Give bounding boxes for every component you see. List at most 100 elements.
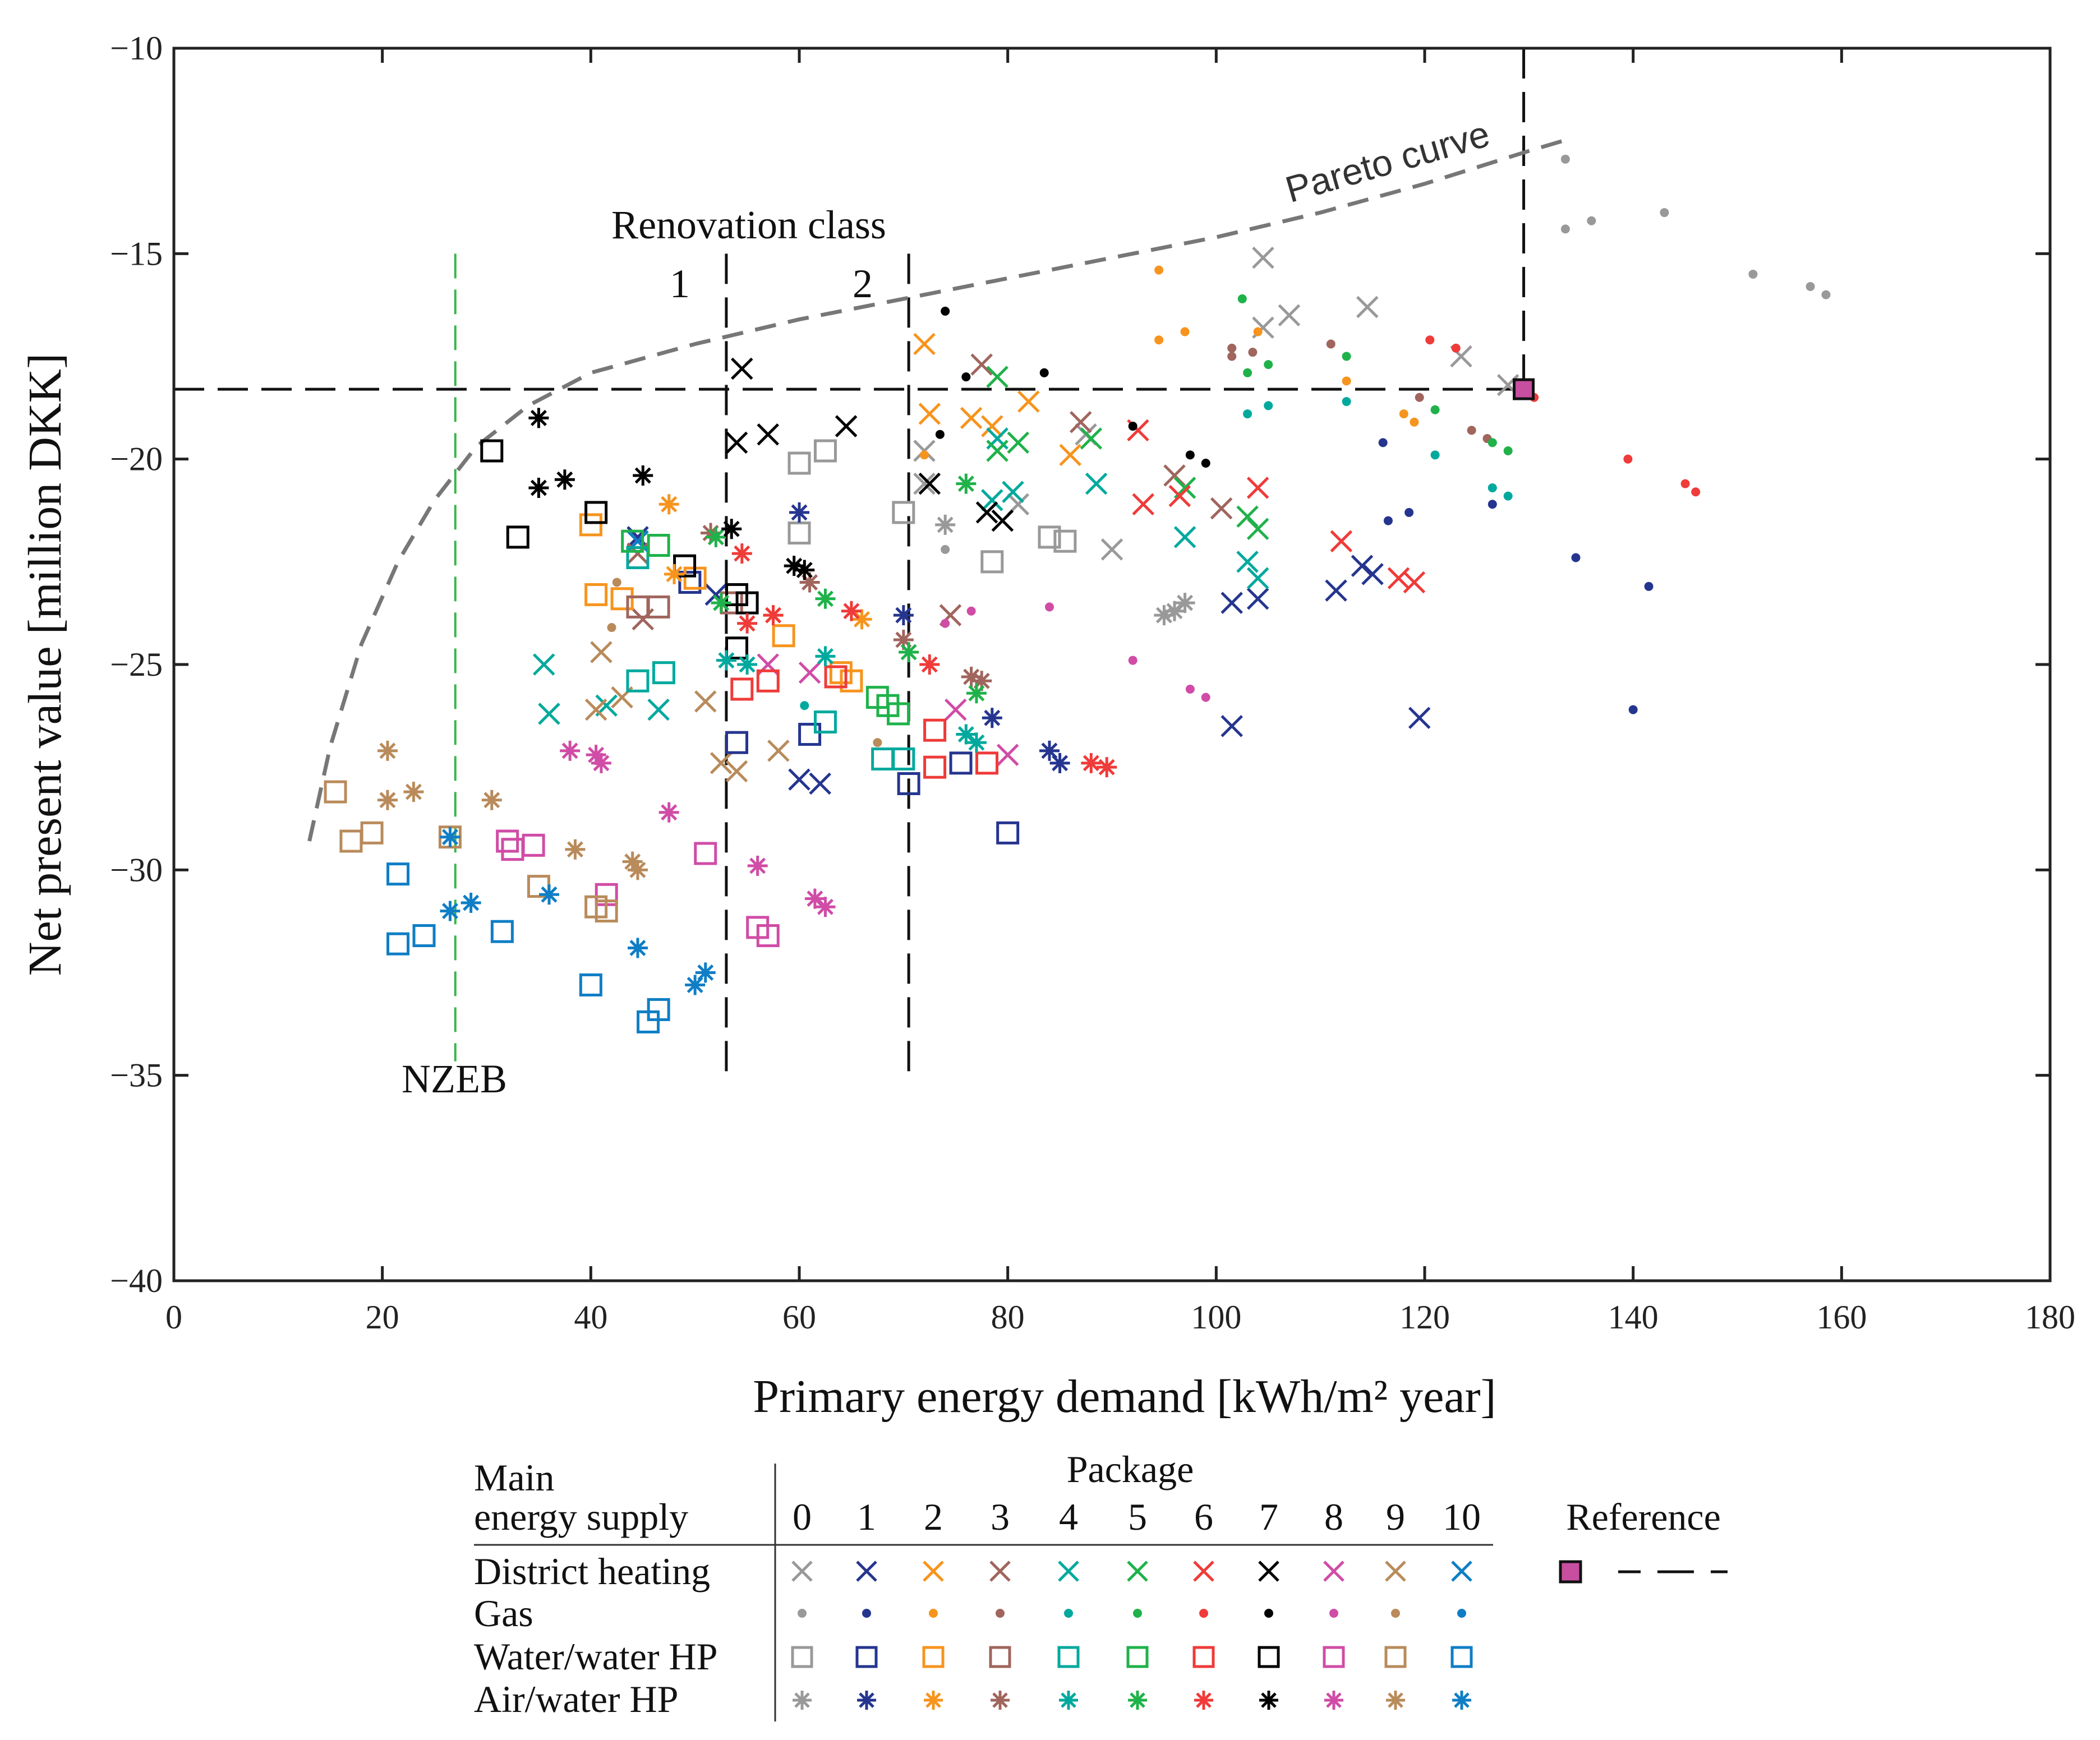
asterisk-stroke xyxy=(1059,1691,1078,1710)
square-shape xyxy=(584,501,608,524)
x-stroke xyxy=(913,472,936,495)
x-stroke xyxy=(1221,592,1243,614)
x-stroke xyxy=(944,698,967,721)
data-point xyxy=(584,501,608,524)
asterisk-stroke xyxy=(560,740,581,761)
data-point xyxy=(528,408,549,428)
data-point xyxy=(1221,592,1243,614)
data-point xyxy=(1248,348,1258,357)
data-point xyxy=(756,924,780,948)
asterisk-stroke xyxy=(706,527,726,547)
y-tick-label: −30 xyxy=(110,851,163,888)
x-stroke xyxy=(975,501,998,524)
legend-marker xyxy=(862,1609,871,1618)
data-point xyxy=(747,856,768,876)
data-point xyxy=(412,924,436,948)
x-stroke xyxy=(1246,518,1269,540)
data-point xyxy=(1053,529,1077,553)
data-point xyxy=(956,724,977,745)
data-point xyxy=(586,745,606,765)
dot-shape xyxy=(1185,684,1195,694)
asterisk-stroke xyxy=(627,860,648,880)
asterisk-stroke xyxy=(1324,1691,1343,1710)
dot-shape xyxy=(1691,487,1701,497)
data-point xyxy=(1185,684,1195,694)
square-shape xyxy=(813,710,837,734)
legend-marker xyxy=(1385,1561,1406,1582)
data-point xyxy=(1467,426,1476,435)
data-point xyxy=(949,751,973,775)
data-point xyxy=(1806,281,1815,291)
data-point xyxy=(695,962,716,983)
data-point xyxy=(941,619,950,628)
square-shape xyxy=(824,665,848,689)
square-shape xyxy=(772,624,795,648)
dot-shape xyxy=(1644,581,1654,591)
square-shape xyxy=(980,550,1004,574)
legend-package-number: 5 xyxy=(1128,1496,1147,1538)
legend-package-number: 4 xyxy=(1059,1496,1078,1538)
data-point xyxy=(1227,343,1237,353)
legend-marker xyxy=(989,1561,1011,1582)
square-shape xyxy=(887,702,910,726)
square-shape xyxy=(506,525,529,549)
legend-marker xyxy=(1386,1691,1405,1710)
square-shape xyxy=(813,439,837,463)
legend-marker xyxy=(1450,1646,1473,1668)
square-shape xyxy=(324,780,347,804)
data-point xyxy=(595,899,618,923)
asterisk-stroke xyxy=(528,408,549,428)
legend-package-header: Package xyxy=(1067,1448,1194,1490)
dot-shape xyxy=(1623,454,1633,464)
legend-marker xyxy=(1324,1691,1343,1710)
data-point xyxy=(621,529,644,553)
data-point xyxy=(731,543,752,564)
legend-marker xyxy=(1258,1646,1280,1668)
data-point xyxy=(496,829,519,853)
data-point xyxy=(1253,327,1263,336)
x-stroke xyxy=(1451,1561,1472,1582)
asterisk-stroke xyxy=(586,745,606,765)
data-point xyxy=(1017,390,1040,413)
data-point xyxy=(1488,438,1497,447)
data-point xyxy=(731,357,753,380)
data-point xyxy=(377,790,398,810)
data-point xyxy=(1264,360,1273,370)
data-point xyxy=(1059,444,1081,467)
renovation-class-2-label: 2 xyxy=(853,261,873,306)
data-point xyxy=(1430,450,1440,460)
asterisk-stroke xyxy=(789,502,809,523)
legend-package-number: 3 xyxy=(991,1496,1010,1538)
x-stroke xyxy=(590,641,612,663)
data-point xyxy=(772,624,795,648)
data-point xyxy=(960,407,983,430)
asterisk-stroke xyxy=(1164,601,1185,621)
data-point xyxy=(725,731,748,754)
data-point xyxy=(1451,343,1461,353)
x-stroke xyxy=(1325,579,1347,602)
dot-shape xyxy=(1342,352,1351,361)
dot-shape xyxy=(612,578,621,587)
dot-shape xyxy=(1451,343,1461,353)
asterisk-stroke xyxy=(1386,1691,1405,1710)
data-point xyxy=(627,938,648,958)
data-point xyxy=(893,630,914,650)
dot-shape xyxy=(1560,154,1570,164)
legend-marker xyxy=(1329,1609,1338,1618)
asterisk-stroke xyxy=(991,1691,1010,1710)
square-shape xyxy=(579,973,602,996)
asterisk-stroke xyxy=(815,897,836,917)
data-point xyxy=(1660,208,1669,218)
dot-shape xyxy=(1415,393,1424,402)
asterisk-stroke xyxy=(1128,1691,1147,1710)
data-point xyxy=(1002,481,1024,504)
dot-shape xyxy=(1133,1609,1142,1618)
data-point xyxy=(913,472,936,495)
data-point xyxy=(798,661,821,684)
data-point xyxy=(1356,296,1379,319)
legend-package-number: 6 xyxy=(1194,1496,1213,1538)
asterisk-stroke xyxy=(481,790,502,810)
asterisk-stroke xyxy=(664,564,684,584)
asterisk-stroke xyxy=(919,654,940,675)
x-stroke xyxy=(1385,1561,1406,1582)
